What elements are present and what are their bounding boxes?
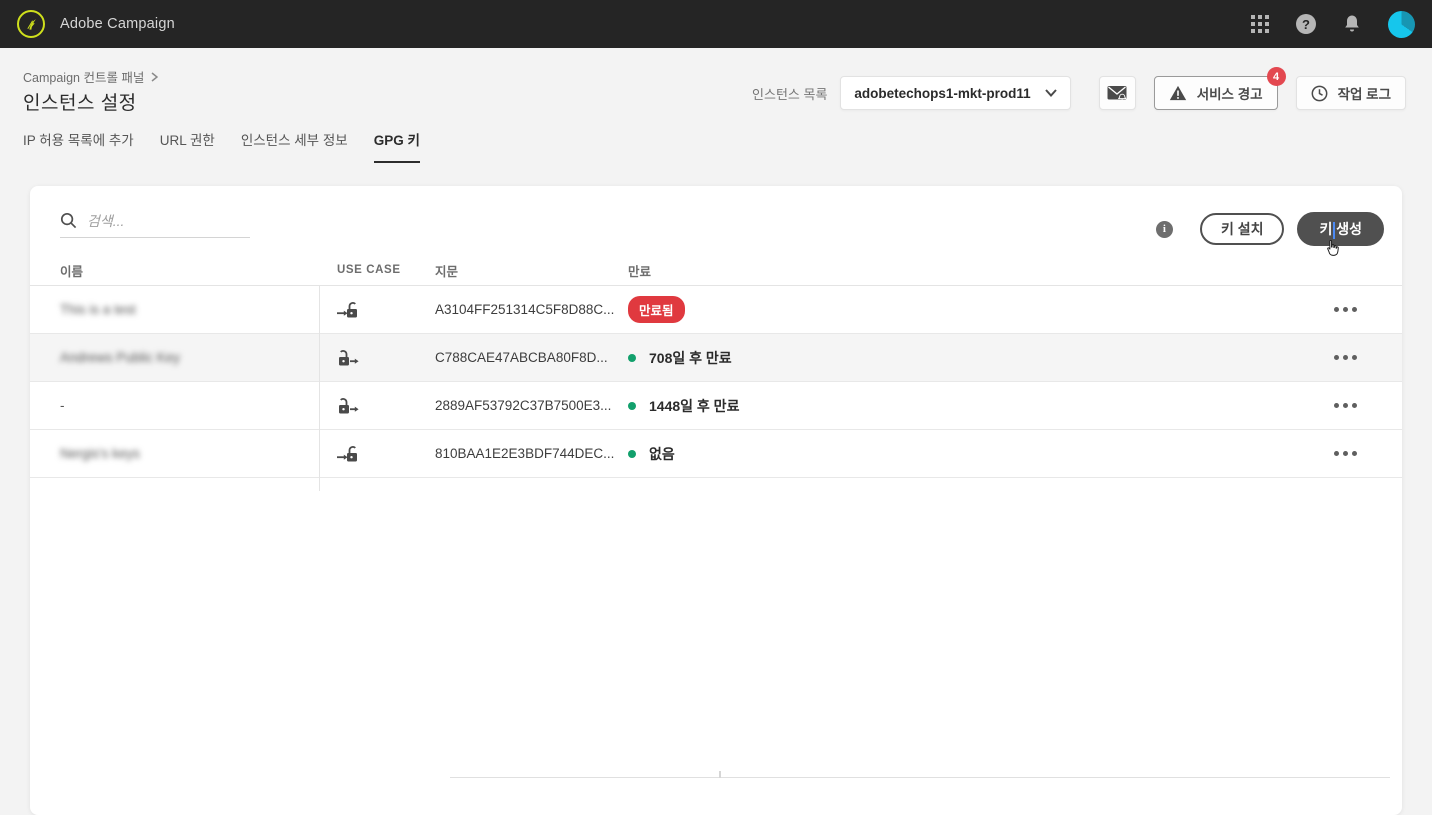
key-actions-toolbar: i 키 설치 키 생성 xyxy=(1155,212,1384,246)
clock-icon xyxy=(1311,85,1328,102)
job-logs-label: 작업 로그 xyxy=(1337,87,1391,102)
page-title: 인스턴스 설정 xyxy=(23,93,137,114)
user-avatar[interactable] xyxy=(1388,10,1415,38)
key-name: - xyxy=(60,397,65,413)
key-name: Andrews Public Key xyxy=(60,349,181,365)
search-input[interactable] xyxy=(87,212,237,229)
chevron-right-icon xyxy=(151,71,159,82)
column-header-name: 이름 xyxy=(60,264,84,279)
key-expiry: 1448일 후 만료 xyxy=(649,397,740,414)
decrypt-key-icon xyxy=(319,444,435,464)
instance-select-value: adobetechops1-mkt-prod11 xyxy=(854,85,1031,101)
column-header-expiry: 만료 xyxy=(628,264,652,279)
status-dot xyxy=(628,449,636,458)
table-row: - 2889AF53792C37B7500E3... 1448일 후 만료 xyxy=(30,382,1402,430)
tab-instance-details[interactable]: 인스턴스 세부 정보 xyxy=(240,133,348,148)
encrypt-key-icon xyxy=(319,348,435,368)
app-grid-icon[interactable] xyxy=(1251,15,1269,33)
gpg-keys-panel: i 키 설치 키 생성 이름 USE CASE 지문 만료 This is a … xyxy=(30,186,1402,815)
status-dot xyxy=(628,401,636,410)
generate-key-button[interactable]: 키 생성 xyxy=(1297,212,1384,246)
generate-key-label: 키 생성 xyxy=(1319,221,1362,237)
column-header-use-case: USE CASE xyxy=(337,264,401,276)
table-row: Andrews Public Key C788CAE47ABCBA80F8D..… xyxy=(30,334,1402,382)
tab-bar: IP 허용 목록에 추가 URL 권한 인스턴스 세부 정보 GPG 키 xyxy=(23,129,420,163)
key-expiry: 708일 후 만료 xyxy=(649,349,732,366)
topbar: Adobe Campaign ? xyxy=(0,0,1432,48)
bell-icon[interactable] xyxy=(1343,14,1361,34)
install-key-button[interactable]: 키 설치 xyxy=(1199,213,1285,245)
table-header-row: 이름 USE CASE 지문 만료 xyxy=(30,255,1402,286)
info-icon[interactable]: i xyxy=(1155,220,1173,238)
row-actions-menu[interactable] xyxy=(1302,307,1402,312)
tab-ip-allowlist[interactable]: IP 허용 목록에 추가 xyxy=(23,133,134,148)
email-alert-subscription-button[interactable] xyxy=(1098,76,1136,110)
row-actions-menu[interactable] xyxy=(1302,355,1402,360)
status-dot xyxy=(628,353,636,362)
chevron-down-icon xyxy=(1044,89,1057,97)
header-controls: 인스턴스 목록 adobetechops1-mkt-prod11 서비스 경고 … xyxy=(752,67,1406,110)
table-row: This is a test A3104FF251314C5F8D88C... … xyxy=(30,286,1402,334)
tab-gpg-keys[interactable]: GPG 키 xyxy=(373,129,420,163)
row-actions-menu[interactable] xyxy=(1302,451,1402,456)
alert-count-badge: 4 xyxy=(1266,67,1286,86)
gpg-keys-table: 이름 USE CASE 지문 만료 This is a test A3104FF… xyxy=(30,255,1402,478)
key-fingerprint: 810BAA1E2E3BDF744DEC... xyxy=(435,445,615,461)
search-icon xyxy=(60,212,77,229)
expired-badge: 만료됨 xyxy=(628,296,685,323)
help-icon[interactable]: ? xyxy=(1296,14,1316,34)
breadcrumb[interactable]: Campaign 컨트롤 패널 xyxy=(23,67,159,86)
adobe-campaign-logo-icon xyxy=(17,10,45,38)
key-name: This is a test xyxy=(60,301,136,317)
service-alerts-label: 서비스 경고 xyxy=(1196,87,1263,102)
card-bottom-divider-tick xyxy=(719,771,721,778)
breadcrumb-label[interactable]: Campaign 컨트롤 패널 xyxy=(23,71,145,85)
card-bottom-divider xyxy=(450,777,1390,778)
row-actions-menu[interactable] xyxy=(1302,403,1402,408)
key-expiry: 없음 xyxy=(649,445,675,462)
key-fingerprint: C788CAE47ABCBA80F8D... xyxy=(435,349,608,365)
service-alerts-button[interactable]: 서비스 경고 4 xyxy=(1153,67,1286,110)
mail-alert-icon xyxy=(1107,85,1127,102)
warning-icon xyxy=(1169,85,1187,101)
key-fingerprint: A3104FF251314C5F8D88C... xyxy=(435,301,615,317)
column-divider xyxy=(319,286,320,491)
tab-url-permissions[interactable]: URL 권한 xyxy=(159,133,215,148)
job-logs-button[interactable]: 작업 로그 xyxy=(1295,76,1406,110)
instance-select[interactable]: adobetechops1-mkt-prod11 xyxy=(840,76,1071,110)
search-field xyxy=(60,212,250,238)
decrypt-key-icon xyxy=(319,300,435,320)
app-title: Adobe Campaign xyxy=(60,16,175,32)
column-header-fingerprint: 지문 xyxy=(435,264,459,279)
text-caret xyxy=(1333,222,1336,239)
key-name: Nergis's keys xyxy=(60,445,140,461)
table-row: Nergis's keys 810BAA1E2E3BDF744DEC... 없음 xyxy=(30,430,1402,478)
instance-list-label: 인스턴스 목록 xyxy=(752,86,828,102)
encrypt-key-icon xyxy=(319,396,435,416)
key-fingerprint: 2889AF53792C37B7500E3... xyxy=(435,397,612,413)
